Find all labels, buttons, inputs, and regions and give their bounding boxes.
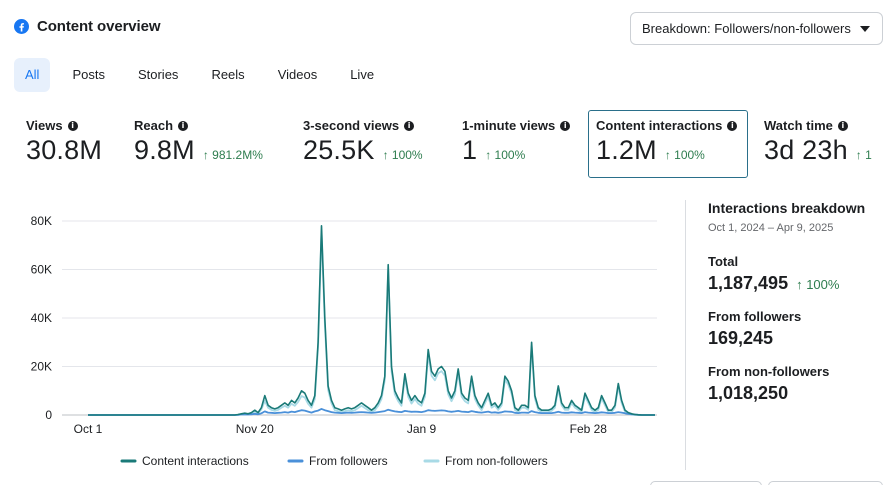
- tab-all[interactable]: All: [14, 58, 51, 92]
- non-followers-value: 1,018,250: [708, 383, 789, 403]
- metric-value: 3d 23h: [764, 135, 848, 165]
- followers-value: 169,245: [708, 328, 774, 348]
- breakdown-dropdown[interactable]: Breakdown: Followers/non-followers: [630, 12, 883, 45]
- metric-change: ↑ 1: [855, 148, 872, 162]
- y-tick-label: 20K: [31, 360, 52, 374]
- date-range: Oct 1, 2024 – Apr 9, 2025: [708, 222, 834, 234]
- metric-label: 1-minute views: [462, 118, 556, 133]
- metric-value: 30.8M: [26, 135, 103, 165]
- y-tick-label: 80K: [31, 214, 52, 228]
- metric-1-minute-views[interactable]: 1-minute views i 1 ↑ 100%: [462, 110, 571, 178]
- interactions-chart[interactable]: 0 20K 40K 60K 80K Oct 1 Nov 20 Jan 9 Feb 28 Conte…: [0, 196, 680, 481]
- metric-views[interactable]: Views i 30.8M: [26, 110, 102, 178]
- series-line-content-interactions: [88, 224, 655, 416]
- breakdown-title: Interactions breakdown: [708, 200, 866, 216]
- x-tick-label: Oct 1: [74, 422, 103, 436]
- x-tick-label: Nov 20: [236, 422, 274, 436]
- non-followers-label: From non-followers: [708, 364, 830, 379]
- series-line-from-non-followers: [88, 231, 655, 416]
- legend-from-non-followers: From non-followers: [445, 454, 548, 468]
- legend-from-followers: From followers: [309, 454, 388, 468]
- total-label: Total: [708, 254, 739, 269]
- metric-label: Watch time: [764, 118, 833, 133]
- metric-label: Content interactions: [596, 118, 723, 133]
- y-tick-label: 60K: [31, 263, 52, 277]
- metric-reach[interactable]: Reach i 9.8M ↑ 981.2M%: [134, 110, 263, 178]
- metric-label: Views: [26, 118, 63, 133]
- interactions-breakdown-panel: Interactions breakdown Oct 1, 2024 – Apr…: [708, 200, 893, 404]
- info-icon[interactable]: i: [404, 120, 415, 131]
- bottom-button[interactable]: [768, 481, 883, 485]
- legend-content-interactions: Content interactions: [142, 454, 249, 468]
- breakdown-label: Breakdown: Followers/non-followers: [642, 21, 851, 36]
- total-change: ↑ 100%: [796, 277, 840, 292]
- divider: [685, 200, 686, 470]
- tab-reels[interactable]: Reels: [211, 67, 245, 82]
- tab-live[interactable]: Live: [350, 67, 375, 82]
- info-icon[interactable]: i: [67, 120, 78, 131]
- facebook-icon: [14, 19, 29, 34]
- total-value: 1,187,495: [708, 273, 789, 293]
- x-tick-label: Jan 9: [407, 422, 437, 436]
- caret-down-icon: [860, 25, 870, 32]
- x-tick-label: Feb 28: [570, 422, 608, 436]
- metric-value: 1: [462, 135, 478, 165]
- tab-posts[interactable]: Posts: [72, 67, 105, 82]
- metric-label: Reach: [134, 118, 174, 133]
- metric-change: ↑ 981.2M%: [202, 148, 263, 162]
- info-icon[interactable]: i: [560, 120, 571, 131]
- metric-change: ↑ 100%: [382, 148, 423, 162]
- metric-change: ↑ 100%: [664, 148, 705, 162]
- bottom-button[interactable]: [650, 481, 762, 485]
- metric-label: 3-second views: [303, 118, 400, 133]
- y-tick-label: 40K: [31, 311, 52, 325]
- metric-watch-time[interactable]: Watch time i 3d 23h ↑ 1: [764, 110, 893, 178]
- page-title: Content overview: [37, 18, 161, 35]
- info-icon[interactable]: i: [178, 120, 189, 131]
- tab-stories[interactable]: Stories: [137, 67, 179, 82]
- metric-value: 9.8M: [134, 135, 195, 165]
- info-icon[interactable]: i: [727, 120, 738, 131]
- total-row: 1,187,495 ↑ 100%: [708, 273, 893, 294]
- y-tick-label: 0: [45, 408, 52, 422]
- metric-content-interactions[interactable]: Content interactions i 1.2M ↑ 100%: [588, 110, 748, 178]
- header: Content overview: [14, 18, 161, 35]
- metric-value: 1.2M: [596, 135, 657, 165]
- tab-videos[interactable]: Videos: [277, 67, 318, 82]
- content-tabs: All Posts Stories Reels Videos Live: [14, 58, 396, 92]
- metric-3-second-views[interactable]: 3-second views i 25.5K ↑ 100%: [303, 110, 423, 178]
- metric-change: ↑ 100%: [485, 148, 526, 162]
- info-icon[interactable]: i: [837, 120, 848, 131]
- metrics-row: Views i 30.8M Reach i 9.8M ↑ 981.2M% 3-seco…: [0, 110, 893, 178]
- metric-value: 25.5K: [303, 135, 375, 165]
- followers-label: From followers: [708, 309, 802, 324]
